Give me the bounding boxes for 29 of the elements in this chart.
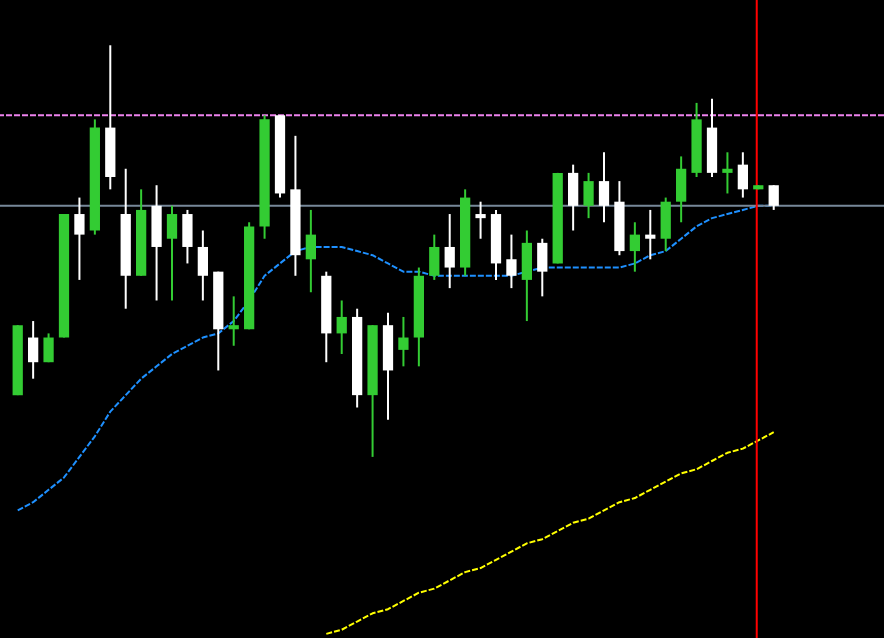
candlestick [382,311,394,421]
candlestick [28,320,39,380]
candlestick [521,229,532,323]
candlestick [645,208,656,261]
candlestick [722,151,733,195]
candlestick [676,155,687,224]
candlestick [166,204,178,302]
candlestick [706,97,718,178]
candlestick [197,229,208,302]
candlestick [537,237,548,298]
candlestick [305,208,316,294]
candlestick [506,233,517,290]
candlestick [336,299,347,355]
candlestick [74,196,85,281]
candlestick [398,315,409,368]
candlestick [629,221,640,273]
candlestick [660,196,671,253]
candlestick [737,151,748,199]
candlestick [568,163,579,232]
candlestick [444,213,455,290]
candlestick [598,151,610,224]
candlestick [429,233,440,281]
candlestick [182,208,193,265]
candlestick [768,184,779,211]
candlestick [228,295,239,347]
candlestick [151,184,162,302]
candlestick [475,200,486,240]
candlestick [583,171,594,220]
candlestick [43,332,54,364]
